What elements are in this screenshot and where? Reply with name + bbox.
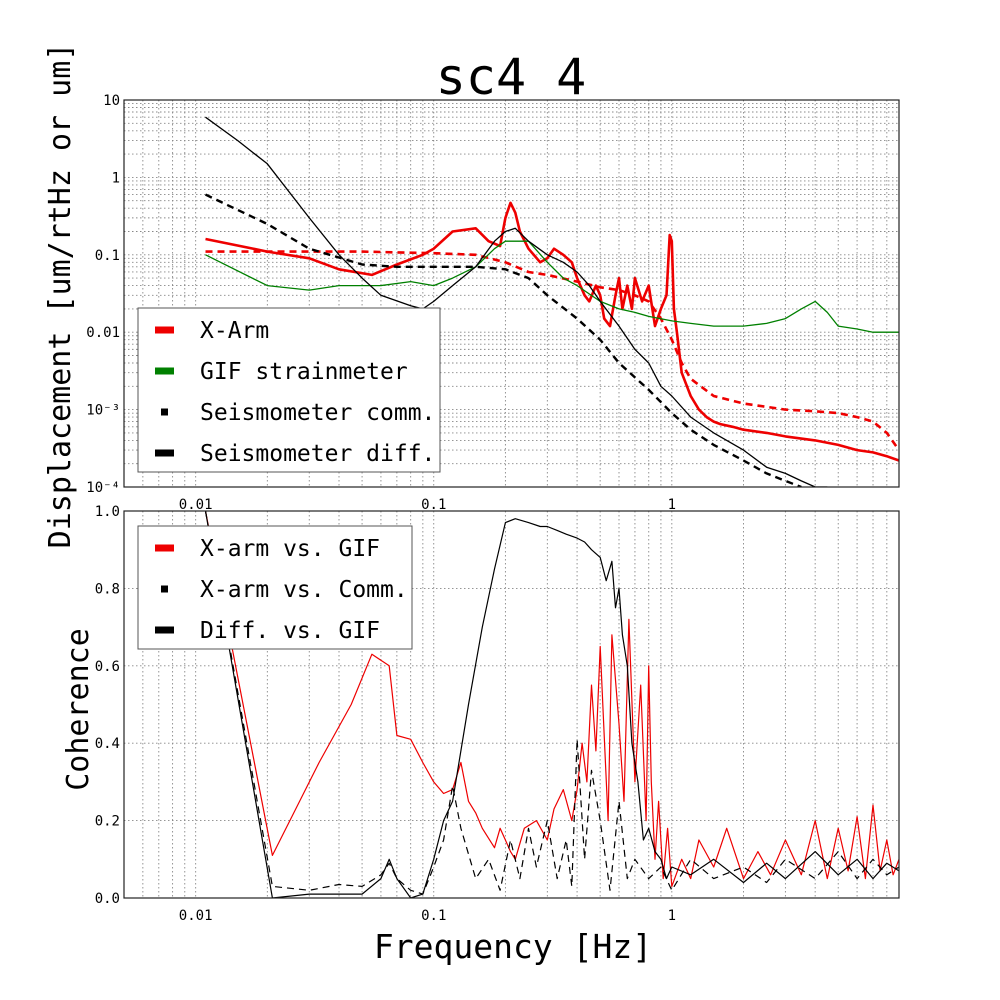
top-legend-box (137, 307, 441, 473)
bottom-y-tick-label: 0.0 (95, 891, 120, 907)
top-x-tick-label: 1 (668, 497, 676, 513)
top-x-tick-label: 0.01 (179, 497, 213, 513)
top-legend: X-Arm GIF strainmeter Seismometer comm. Sei… (137, 307, 441, 473)
top-legend-label: Seismometer comm. (200, 400, 435, 426)
bottom-y-tick-label: 0.2 (95, 814, 120, 830)
bottom-x-tick-label: 1 (668, 908, 676, 924)
bottom-legend-label: X-arm vs. GIF (200, 536, 380, 562)
top-y-tick-label: 10 (103, 93, 120, 109)
bottom-panel: 0.01 0.1 1 1.0 0.8 0.6 0.4 0.2 0.0 Coherence X-arm… (61, 504, 900, 924)
top-frame (123, 99, 900, 488)
bottom-y-tick-label: 1.0 (95, 504, 120, 520)
top-legend-label: GIF strainmeter (200, 359, 408, 385)
top-series-2-line (205, 240, 899, 333)
top-x-tick-label: 0.1 (421, 497, 446, 513)
bottom-legend-label: X-arm vs. Comm. (200, 577, 408, 603)
bottom-y-tick-label: 0.6 (95, 659, 120, 675)
top-y-tick-label: 10⁻⁴ (86, 480, 120, 496)
bottom-legend-label: Diff. vs. GIF (200, 618, 380, 644)
top-panel: 0.01 0.1 1 10 1 0.1 0.01 10⁻³ 10⁻⁴ Displacement [… (43, 43, 900, 549)
top-series-0-line (205, 201, 899, 462)
bottom-x-tick-label: 0.01 (179, 908, 213, 924)
bottom-x-tick-label: 0.1 (421, 908, 446, 924)
bottom-frame (123, 510, 900, 899)
top-y-tick-label: 1 (112, 170, 120, 186)
top-series-4-line (205, 116, 828, 487)
top-legend-swatch (155, 326, 174, 334)
top-y-tick-label: 10⁻³ (86, 403, 120, 419)
top-legend-swatch (161, 408, 168, 416)
top-series-group (204, 116, 899, 487)
top-y-tick-label: 0.01 (86, 325, 120, 341)
bottom-legend-swatch (155, 544, 174, 552)
bottom-y-axis-label: Coherence (61, 628, 96, 791)
top-legend-label: X-Arm (200, 318, 269, 344)
top-y-tick-label: 0.1 (95, 248, 120, 264)
bottom-y-tick-label: 0.8 (95, 581, 120, 597)
bottom-legend-swatch (155, 626, 174, 634)
bottom-legend-box (137, 525, 413, 650)
top-legend-label: Seismometer diff. (200, 441, 435, 467)
x-axis-label: Frequency [Hz] (374, 927, 652, 966)
bottom-legend-swatch (161, 585, 168, 593)
top-series-3-line (204, 193, 802, 487)
bottom-legend: X-arm vs. GIF X-arm vs. Comm. Diff. vs. GI… (137, 525, 413, 650)
bottom-series-2-line (204, 511, 899, 898)
figure-title: sc4_4 (436, 48, 587, 106)
bottom-series-group (204, 511, 899, 898)
top-legend-swatch (155, 449, 174, 457)
top-legend-swatch (155, 367, 174, 375)
bottom-y-tick-label: 0.4 (95, 736, 120, 752)
top-y-axis-label: Displacement [um/rtHz or um] (43, 43, 78, 549)
